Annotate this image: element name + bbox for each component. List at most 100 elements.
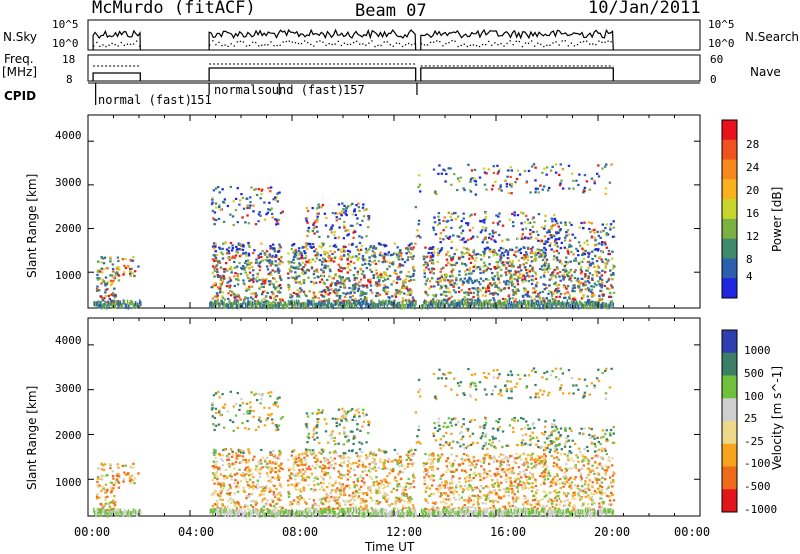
velocity-cell <box>272 403 275 406</box>
power-cell <box>305 244 308 247</box>
power-cell <box>508 264 511 267</box>
power-cell <box>254 187 258 191</box>
power-cell <box>269 282 272 285</box>
power-cell <box>600 290 604 293</box>
power-cell <box>255 258 258 261</box>
power-cell <box>318 245 321 248</box>
nsearch-dot <box>346 43 349 46</box>
velocity-cell <box>375 480 378 483</box>
power-cell <box>295 281 298 284</box>
velocity-cell <box>537 501 540 504</box>
power-cell <box>410 291 413 294</box>
velocity-cell <box>544 455 547 458</box>
velocity-cell <box>586 503 589 506</box>
velocity-cell <box>494 474 497 477</box>
velocity-cell <box>214 463 218 466</box>
power-cell <box>272 198 275 201</box>
velocity-cell <box>268 459 272 463</box>
power-cell <box>445 258 449 261</box>
velocity-cell <box>375 489 379 493</box>
power-cell <box>500 256 503 260</box>
power-cell <box>117 279 121 282</box>
power-cell <box>334 212 337 215</box>
velocity-cell <box>333 499 337 502</box>
velocity-cell <box>326 494 330 497</box>
nsearch-dot <box>389 44 391 46</box>
velocity-cell <box>594 461 597 464</box>
velocity-cell <box>129 482 132 485</box>
power-cell <box>365 286 369 289</box>
velocity-cell <box>318 441 321 445</box>
power-cell <box>511 277 514 280</box>
power-cell <box>101 278 104 281</box>
velocity-cell <box>360 501 364 504</box>
power-cell <box>122 271 126 274</box>
power-cell <box>478 299 481 302</box>
velocity-cell <box>361 412 365 415</box>
nsearch-dot <box>491 44 493 47</box>
power-cell <box>445 264 448 267</box>
power-cell <box>340 255 343 258</box>
velocity-cell <box>280 486 283 489</box>
velocity-cell <box>322 497 325 500</box>
velocity-cell <box>294 478 297 481</box>
power-cell <box>386 268 389 271</box>
velocity-cell <box>394 500 397 503</box>
power-cell <box>600 298 604 301</box>
power-cell <box>531 275 534 278</box>
power-cell <box>297 275 301 278</box>
velocity-cell <box>272 453 276 456</box>
power-cell <box>105 267 108 270</box>
xtick-2400: 00:00 <box>674 525 711 539</box>
power-cell <box>275 196 278 199</box>
power-cell <box>505 280 509 283</box>
power-cell <box>325 251 328 254</box>
power-cell <box>327 293 330 296</box>
power-cell <box>328 268 332 271</box>
power-cell <box>566 250 570 253</box>
velocity-cell <box>451 475 455 478</box>
power-cell <box>218 260 221 263</box>
power-cell <box>600 281 604 284</box>
velocity-cell <box>569 467 572 470</box>
nsearch-dot <box>598 40 600 42</box>
velocity-cell <box>392 467 395 470</box>
power-cell <box>227 292 230 295</box>
velocity-cell <box>339 473 343 476</box>
power-cell <box>450 263 454 267</box>
power-cell <box>342 299 346 302</box>
power-cell <box>247 285 251 289</box>
power-cell <box>233 256 237 260</box>
power-cell <box>601 269 604 272</box>
velocity-cell <box>443 492 446 495</box>
velocity-cell <box>262 493 266 496</box>
power-cell <box>305 219 308 222</box>
velocity-cell <box>328 482 331 485</box>
power-cell <box>271 269 274 272</box>
power-cell <box>534 289 538 292</box>
power-cell <box>347 262 350 266</box>
power-cell <box>266 256 269 259</box>
velocity-cell <box>520 476 523 479</box>
velocity-cell <box>412 452 415 455</box>
power-cell <box>482 265 485 268</box>
power-cell <box>221 291 224 294</box>
power-cell <box>311 258 314 261</box>
velocity-cell <box>446 506 450 509</box>
power-cell <box>430 269 433 273</box>
velocity-cell <box>373 466 376 469</box>
power-cell <box>295 254 298 257</box>
velocity-cell <box>476 473 479 476</box>
power-cell <box>579 272 583 275</box>
nsearch-dot <box>383 41 385 43</box>
velocity-cell <box>485 497 488 500</box>
velocity-cell <box>318 465 322 468</box>
velocity-cell <box>375 499 379 502</box>
power-cell <box>514 250 517 253</box>
velocity-cell <box>449 486 452 489</box>
power-cell <box>327 289 330 292</box>
power-cell <box>287 283 290 287</box>
power-cell <box>324 292 328 295</box>
velocity-cell <box>402 494 406 497</box>
power-cell <box>396 256 399 259</box>
